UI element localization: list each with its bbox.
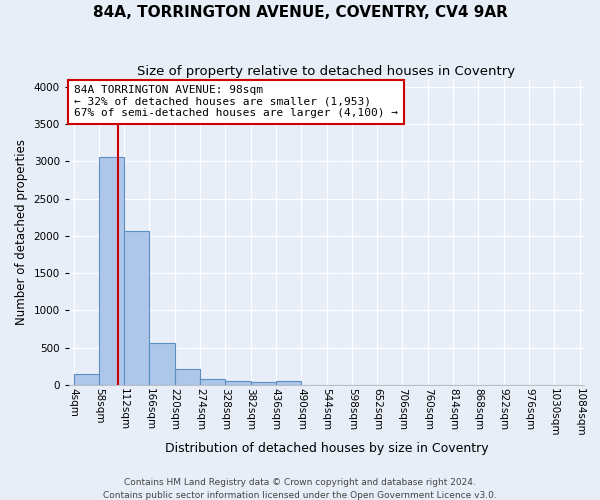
Bar xyxy=(175,368,200,385)
Bar xyxy=(99,157,124,385)
Text: 84A TORRINGTON AVENUE: 98sqm
← 32% of detached houses are smaller (1,953)
67% of: 84A TORRINGTON AVENUE: 98sqm ← 32% of de… xyxy=(74,86,398,118)
Bar xyxy=(200,380,226,385)
Bar xyxy=(124,232,149,385)
Bar xyxy=(276,382,301,385)
Y-axis label: Number of detached properties: Number of detached properties xyxy=(15,139,28,325)
X-axis label: Distribution of detached houses by size in Coventry: Distribution of detached houses by size … xyxy=(165,442,488,455)
Bar xyxy=(226,382,251,385)
Text: Contains HM Land Registry data © Crown copyright and database right 2024.
Contai: Contains HM Land Registry data © Crown c… xyxy=(103,478,497,500)
Text: 84A, TORRINGTON AVENUE, COVENTRY, CV4 9AR: 84A, TORRINGTON AVENUE, COVENTRY, CV4 9A… xyxy=(92,5,508,20)
Title: Size of property relative to detached houses in Coventry: Size of property relative to detached ho… xyxy=(137,65,515,78)
Bar xyxy=(149,344,175,385)
Bar xyxy=(74,374,99,385)
Bar xyxy=(251,382,276,385)
